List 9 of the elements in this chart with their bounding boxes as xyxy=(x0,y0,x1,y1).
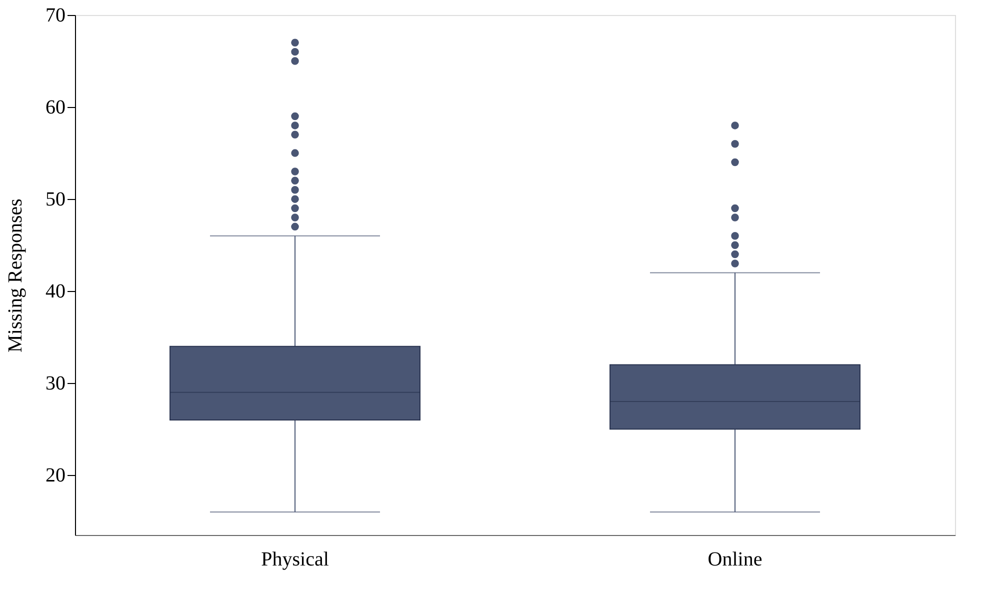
x-tick-label: Physical xyxy=(261,548,330,570)
y-tick-label: 50 xyxy=(46,188,66,211)
y-tick-label: 20 xyxy=(46,464,66,487)
x-tick-label: Online xyxy=(708,548,762,570)
y-tick-label: 40 xyxy=(46,280,66,303)
y-tick-label: 70 xyxy=(46,4,66,26)
y-tick-label: 30 xyxy=(46,372,66,395)
y-axis-title: Missing Responses xyxy=(4,198,26,352)
y-tick-label: 60 xyxy=(46,96,66,119)
